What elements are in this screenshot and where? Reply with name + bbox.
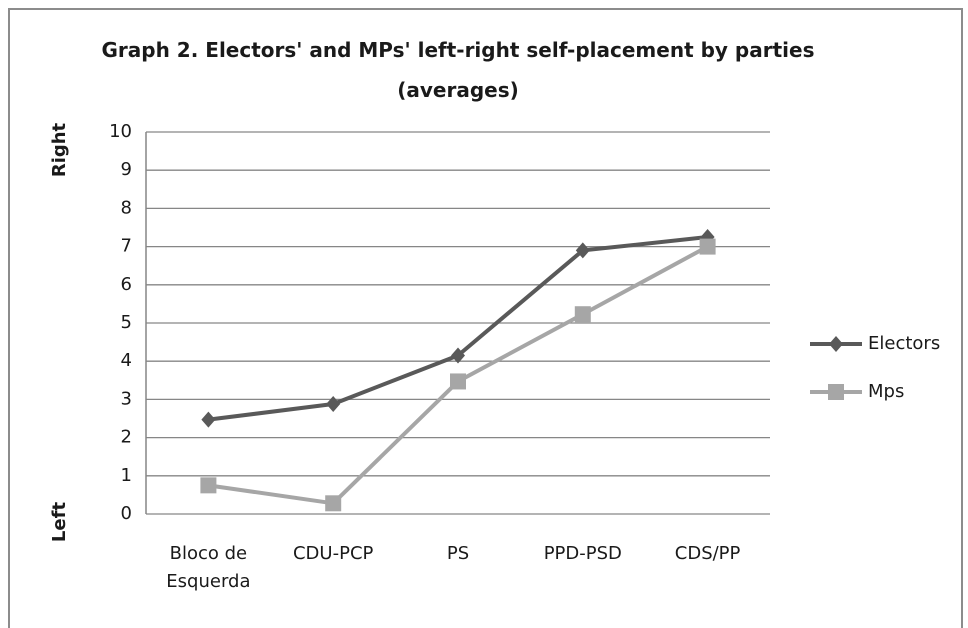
y-label-top: Right: [49, 122, 70, 177]
y-tick-label: 5: [121, 312, 132, 333]
y-label-bottom: Left: [49, 502, 70, 543]
x-tick-label: CDU-PCP: [292, 543, 374, 564]
x-tick-label: PS: [446, 543, 470, 564]
x-tick-label: Bloco de Esquerda: [166, 543, 251, 592]
x-tick-label: PPD-PSD: [543, 543, 622, 564]
y-tick-label: 8: [121, 197, 132, 218]
marker: [574, 306, 591, 323]
y-tick-label: 9: [121, 159, 132, 180]
chart-frame: [8, 8, 963, 628]
marker: [325, 495, 342, 512]
chart-title: Graph 2. Electors' and MPs' left-right s…: [101, 38, 815, 102]
marker: [200, 477, 217, 494]
legend-label: Electors: [868, 333, 940, 354]
y-tick-label: 7: [121, 236, 132, 257]
legend-label: Mps: [868, 381, 904, 402]
x-tick-label: CDS/PP: [674, 543, 741, 564]
y-tick-label: 6: [121, 274, 132, 295]
y-tick-label: 2: [121, 427, 132, 448]
marker: [326, 395, 341, 412]
y-tick-label: 1: [121, 465, 132, 486]
series-line: [208, 235, 708, 422]
marker: [575, 242, 590, 259]
marker: [829, 336, 843, 352]
marker: [828, 384, 844, 400]
y-tick-label: 3: [121, 388, 132, 409]
marker: [201, 411, 216, 428]
y-tick-label: 4: [121, 350, 132, 371]
marker: [699, 238, 716, 255]
y-tick-label: 0: [121, 503, 132, 524]
marker: [450, 373, 466, 390]
marker: [451, 347, 465, 364]
y-tick-label: 10: [109, 121, 132, 142]
